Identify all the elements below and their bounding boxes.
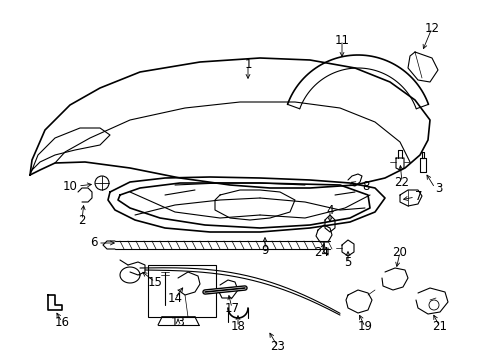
- Text: 16: 16: [54, 315, 69, 328]
- Text: 3: 3: [434, 181, 442, 194]
- Text: 15: 15: [147, 275, 162, 288]
- Text: 18: 18: [230, 320, 245, 333]
- Text: 10: 10: [63, 180, 78, 193]
- Text: 14: 14: [167, 292, 182, 305]
- Text: 1: 1: [244, 58, 251, 72]
- Text: 12: 12: [424, 22, 439, 35]
- Text: 24: 24: [314, 246, 329, 258]
- Text: 21: 21: [431, 320, 447, 333]
- Text: 7: 7: [414, 190, 422, 203]
- Text: 9: 9: [261, 243, 268, 256]
- Text: 19: 19: [357, 320, 372, 333]
- Text: 22: 22: [394, 175, 408, 189]
- Text: 2: 2: [78, 213, 85, 226]
- Text: 5: 5: [344, 256, 351, 270]
- Text: 20: 20: [392, 246, 407, 258]
- Text: 17: 17: [224, 302, 239, 315]
- Text: 4: 4: [325, 203, 333, 216]
- Text: 11: 11: [334, 33, 349, 46]
- Text: 13: 13: [170, 315, 185, 328]
- Text: 23: 23: [270, 341, 285, 354]
- Text: 8: 8: [361, 180, 368, 193]
- Text: 6: 6: [90, 237, 98, 249]
